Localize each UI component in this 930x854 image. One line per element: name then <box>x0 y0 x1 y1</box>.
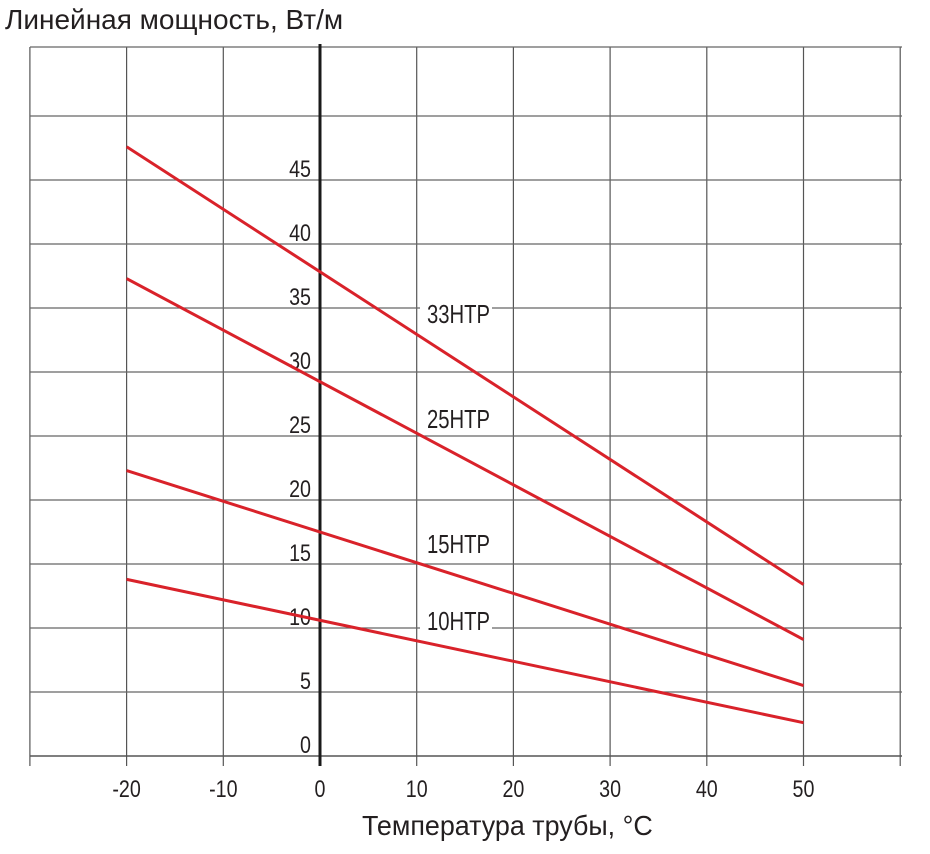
x-tick-label: -20 <box>112 775 140 802</box>
series-label-25htp: 25HTP <box>427 405 490 434</box>
x-tick-label: -10 <box>209 775 237 802</box>
series-label-10htp: 10HTP <box>427 607 490 636</box>
series-label-15htp: 15HTP <box>427 530 490 559</box>
y-tick-label: 40 <box>289 219 311 246</box>
y-tick-label: 35 <box>289 283 311 310</box>
y-tick-label: 5 <box>300 667 311 694</box>
y-tick-label: 20 <box>289 475 311 502</box>
x-tick-label: 0 <box>315 775 326 802</box>
y-axis-title: Линейная мощность, Вт/м <box>5 4 344 35</box>
y-tick-label: 45 <box>289 155 311 182</box>
y-tick-labels: 051015202530354045 <box>289 155 311 758</box>
series-label-background <box>420 296 492 326</box>
series-labels: 33HTP 25HTP 15HTP 10HTP <box>420 296 492 636</box>
series-line-33htp <box>125 145 805 586</box>
x-tick-label: 40 <box>696 775 718 802</box>
axes <box>30 44 902 766</box>
x-axis-title: Температура трубы, °C <box>362 810 653 841</box>
x-tick-labels: -20 -10 0 10 20 30 40 50 <box>112 775 814 802</box>
series-line-15htp <box>126 469 804 688</box>
y-tick-label: 25 <box>289 411 311 438</box>
x-tick-label: 20 <box>502 775 524 802</box>
series-label-33htp: 33HTP <box>427 300 490 329</box>
x-tick-label: 30 <box>599 775 621 802</box>
series-label-background <box>420 605 492 635</box>
y-tick-label: 0 <box>300 731 311 758</box>
x-tick-label: 10 <box>406 775 428 802</box>
series-line-10htp <box>126 577 804 725</box>
x-tick-label: 50 <box>793 775 815 802</box>
series-line-25htp <box>125 277 805 641</box>
series-lines <box>125 145 805 725</box>
y-tick-label: 15 <box>289 539 311 566</box>
